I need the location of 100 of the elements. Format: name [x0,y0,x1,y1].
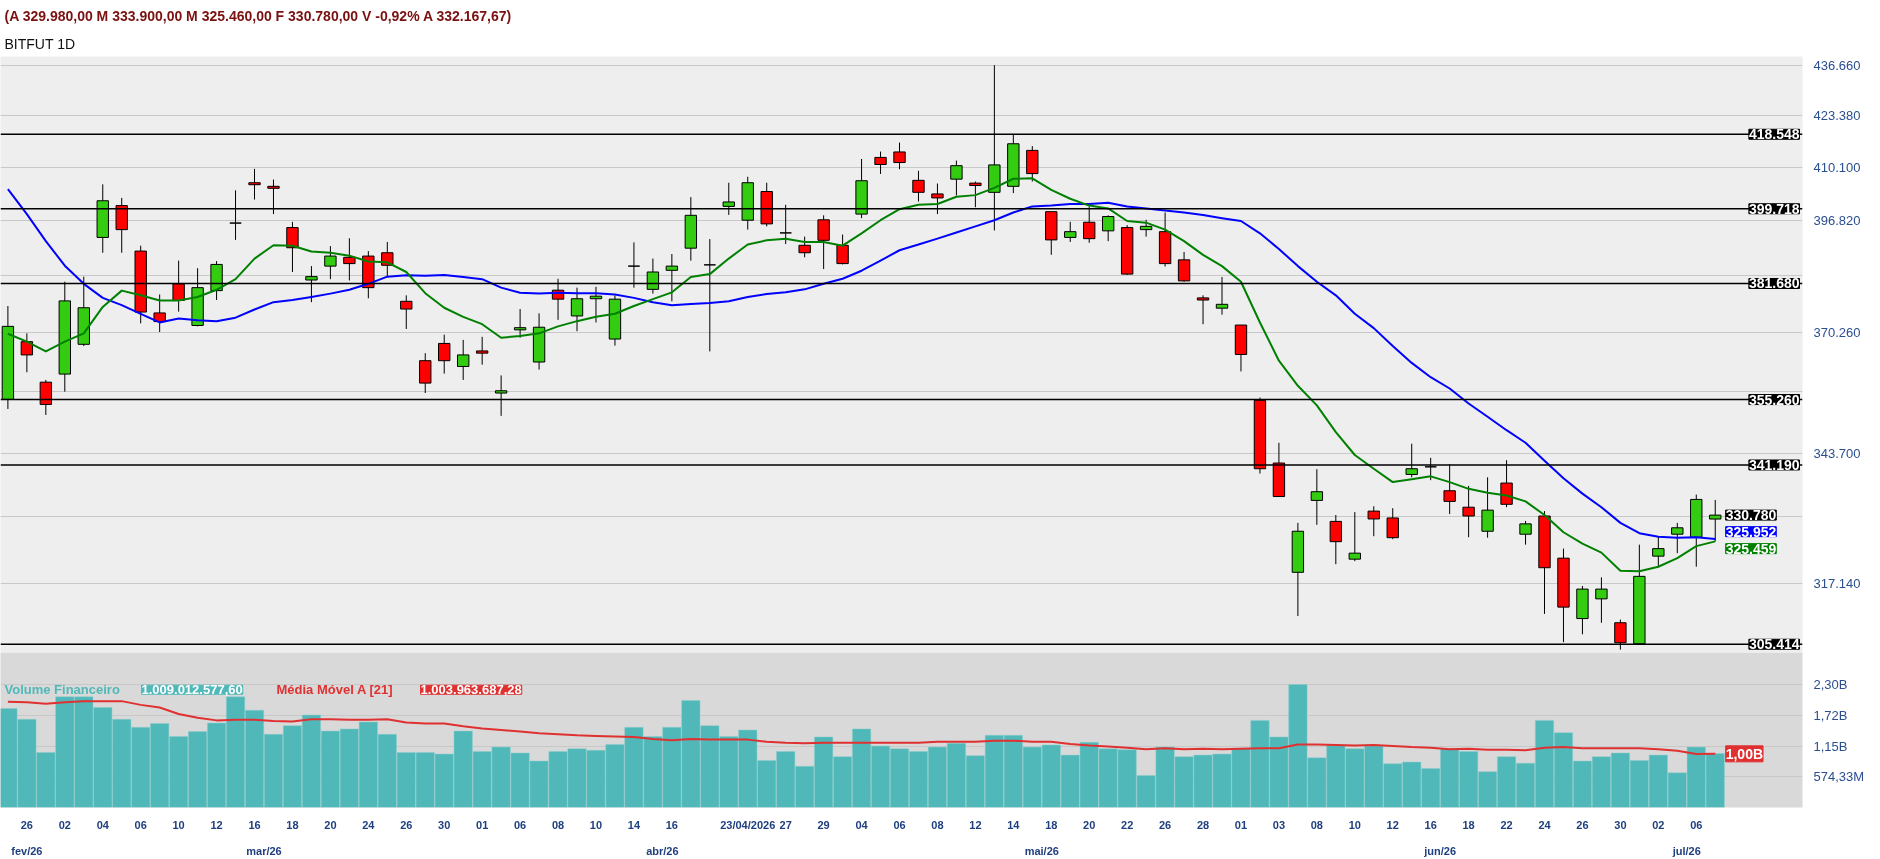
x-tick-label: 24 [362,818,376,831]
text: mar/26 [246,844,282,857]
candlestick [419,352,432,394]
x-tick-label: 04 [855,818,869,831]
x-tick-label: 10 [589,818,603,831]
y-tick-label: 396.820 [1813,213,1861,229]
candlestick [893,142,906,170]
candlestick [570,287,584,332]
x-tick-label: 04 [96,818,110,831]
candlestick [400,294,413,330]
candlestick [1652,535,1665,568]
candlestick [1462,485,1475,538]
chart-subtitle: (A 329.980,00 M 333.900,00 M 325.460,00 F 330.780,00 V -0,92% A 332.167,67) [4,7,512,24]
x-tick-label: 26 [1158,818,1172,831]
x-tick-label: 10 [172,818,185,831]
x-tick-label: 02 [1652,818,1665,831]
x-tick-label: 06 [893,818,906,831]
series-label: Volume Financeiro [4,682,120,698]
series-label: Média Móvel A [21] [276,682,393,698]
data-label: 325.952 [1725,523,1777,540]
x-tick-label: 30 [1614,818,1627,831]
candlestick [874,151,887,175]
candlestick [1595,576,1608,624]
data-label: 1,00B [1725,745,1764,762]
x-tick-label: 26 [1576,818,1589,831]
ref-line-label: 399.718 [1748,200,1800,217]
x-tick-label: 22 [1500,818,1513,831]
x-tick-label: 20 [1083,818,1096,831]
candlestick [457,339,470,381]
text: abr/26 [646,844,679,857]
ref-line-label: 341.190 [1748,456,1800,473]
candlestick [1026,145,1039,183]
annotation: 1.003.963.687,28 [420,682,522,698]
candlestick [950,160,963,197]
x-tick-label: 02 [58,818,71,831]
candlestick [343,237,356,281]
x-tick-label: 26 [400,818,413,831]
x-tick-label: 06 [134,818,147,831]
text: jul/26 [1671,844,1701,857]
x-tick-label: 16 [665,818,678,831]
candlestick [1386,507,1399,540]
candlestick [1709,499,1722,542]
candlestick [1064,221,1077,243]
x-tick-label: 12 [210,818,223,831]
x-tick-label: 03 [1272,818,1286,831]
y-tick-label: 436.660 [1813,58,1861,74]
ref-line-label: 305.414 [1748,636,1800,653]
x-tick-label: 01 [1234,818,1248,831]
ref-line-label: 381.680 [1748,275,1800,292]
x-tick-label: 08 [931,818,944,831]
candlestick [1310,468,1324,526]
x-tick-label: 16 [1424,818,1437,831]
chart-title: BITFUT 1D [4,35,76,52]
candlestick [912,170,925,203]
candlestick [1101,214,1115,242]
text: mai/26 [1024,844,1059,857]
candlestick [798,236,811,258]
candlestick [1348,511,1361,562]
y-tick-label: 370.260 [1813,325,1861,341]
candlestick [248,168,261,201]
x-tick-label: 12 [969,818,982,831]
x-tick-label: 18 [1045,818,1058,831]
text: fev/26 [11,844,43,857]
candlestick [1329,514,1343,565]
candlestick [817,214,830,270]
x-tick-label: 08 [551,818,565,831]
y-tick-label: 574,33M [1813,769,1865,785]
y-tick-label: 423.380 [1813,108,1861,124]
data-label: 325.459 [1725,540,1777,557]
y-tick-label: 1,72B [1813,708,1848,724]
y-tick-label: 1,15B [1813,738,1848,754]
y-tick-label: 343.700 [1813,445,1861,461]
y-tick-label: 317.140 [1813,575,1861,591]
x-tick-label: 28 [1196,818,1210,831]
candlestick [286,221,299,273]
x-tick-label: 06 [1690,818,1703,831]
candlestick [1139,219,1153,238]
text: jun/26 [1423,844,1457,857]
candlestick [1519,520,1532,546]
x-tick-label: 16 [248,818,261,831]
x-tick-label: 18 [1462,818,1475,831]
x-tick-label: 29 [817,818,830,831]
x-tick-label: 18 [286,818,299,831]
x-tick-label: 12 [1386,818,1399,831]
candlestick [836,234,849,265]
y-tick-label: 410.100 [1813,159,1861,175]
ref-line-label: 355.260 [1748,391,1800,408]
candlestick [20,332,34,373]
x-tick-label: 14 [1007,818,1021,831]
x-tick-label: 27 [779,818,792,831]
candlestick [475,336,489,366]
candlestick [438,334,451,375]
x-tick-label: 30 [438,818,451,831]
candlestick [1196,294,1210,325]
x-tick-label: 10 [1348,818,1361,831]
x-tick-label: 22 [1121,818,1134,831]
annotation: 1.009.012.577,60 [141,682,243,698]
x-tick-label: 24 [1538,818,1552,831]
line-series [6,700,1717,756]
x-tick-label: 08 [1310,818,1323,831]
